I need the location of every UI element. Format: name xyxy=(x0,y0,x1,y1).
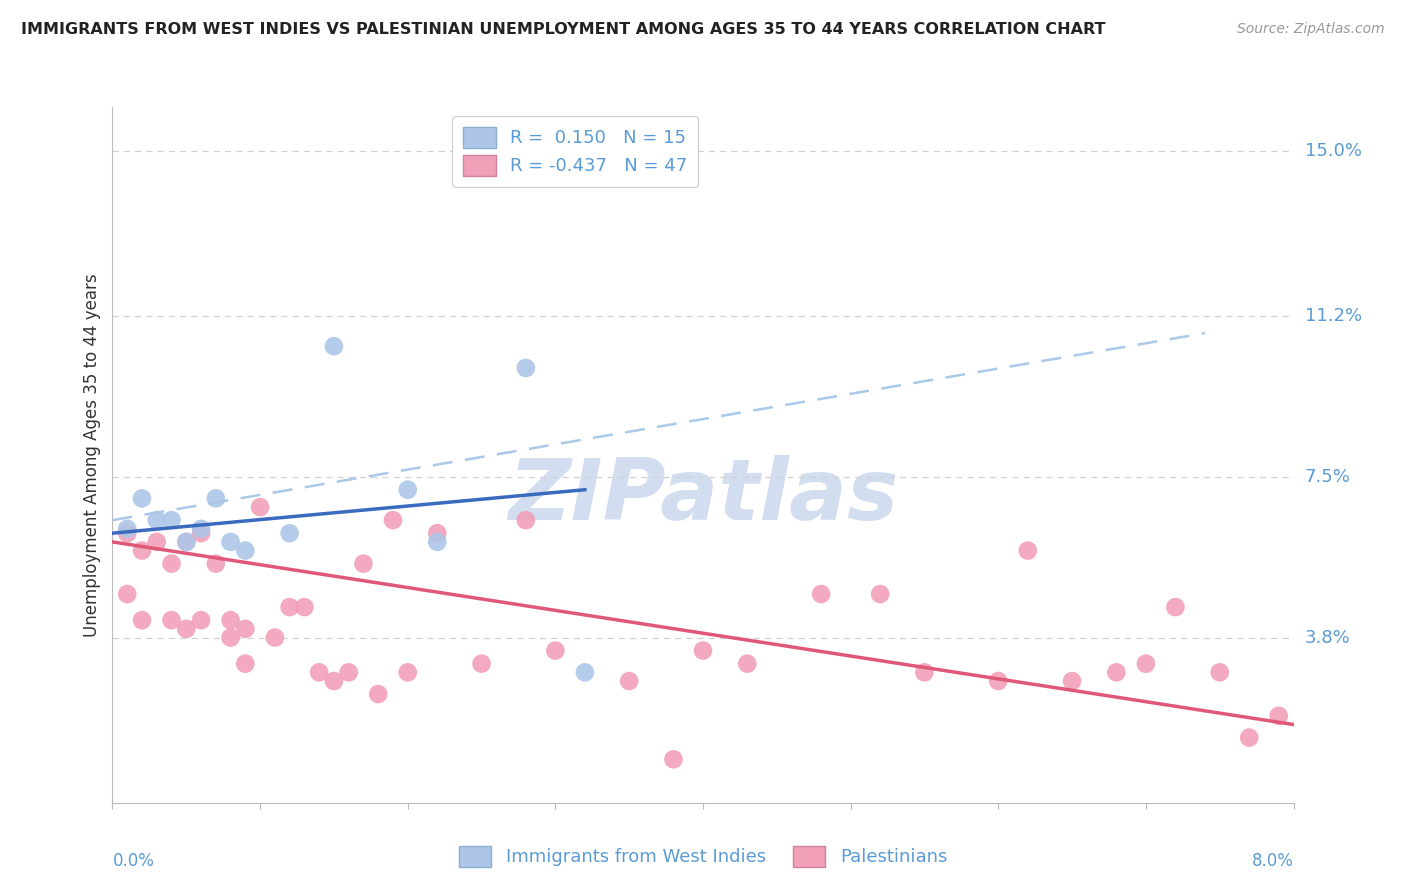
Point xyxy=(515,513,537,527)
Point xyxy=(987,674,1010,689)
Text: ZIPatlas: ZIPatlas xyxy=(508,455,898,538)
Point xyxy=(574,665,596,680)
Point xyxy=(219,535,242,549)
Point xyxy=(117,587,138,601)
Point xyxy=(544,643,567,657)
Point xyxy=(692,643,714,657)
Point xyxy=(160,513,183,527)
Point xyxy=(810,587,832,601)
Point xyxy=(146,513,169,527)
Text: 0.0%: 0.0% xyxy=(112,852,155,870)
Point xyxy=(174,535,197,549)
Point xyxy=(1062,674,1084,689)
Point xyxy=(249,500,271,514)
Point xyxy=(278,526,301,541)
Point xyxy=(117,526,138,541)
Point xyxy=(737,657,759,671)
Point xyxy=(205,557,228,571)
Point xyxy=(337,665,360,680)
Point xyxy=(233,622,256,636)
Point xyxy=(190,613,212,627)
Point xyxy=(869,587,891,601)
Point xyxy=(146,535,169,549)
Point xyxy=(382,513,405,527)
Point xyxy=(515,360,537,375)
Point xyxy=(662,752,685,766)
Point xyxy=(190,526,212,541)
Text: 7.5%: 7.5% xyxy=(1305,467,1351,485)
Point xyxy=(352,557,374,571)
Point xyxy=(396,665,419,680)
Point xyxy=(1105,665,1128,680)
Point xyxy=(323,339,346,353)
Point xyxy=(308,665,330,680)
Point xyxy=(131,491,153,506)
Point xyxy=(233,657,256,671)
Point xyxy=(174,535,197,549)
Point xyxy=(233,543,256,558)
Point xyxy=(1135,657,1157,671)
Point xyxy=(426,526,449,541)
Point xyxy=(292,600,315,615)
Point xyxy=(219,631,242,645)
Point xyxy=(131,543,153,558)
Point xyxy=(1268,708,1291,723)
Point xyxy=(1239,731,1261,745)
Text: 8.0%: 8.0% xyxy=(1251,852,1294,870)
Point xyxy=(160,613,183,627)
Point xyxy=(471,657,494,671)
Text: 3.8%: 3.8% xyxy=(1305,629,1350,647)
Legend: Immigrants from West Indies, Palestinians: Immigrants from West Indies, Palestinian… xyxy=(451,838,955,874)
Point xyxy=(219,613,242,627)
Point xyxy=(426,535,449,549)
Text: 11.2%: 11.2% xyxy=(1305,307,1362,325)
Point xyxy=(278,600,301,615)
Point xyxy=(396,483,419,497)
Point xyxy=(1164,600,1187,615)
Point xyxy=(117,522,138,536)
Point xyxy=(205,491,228,506)
Point xyxy=(190,522,212,536)
Text: Source: ZipAtlas.com: Source: ZipAtlas.com xyxy=(1237,22,1385,37)
Point xyxy=(131,613,153,627)
Point xyxy=(1017,543,1039,558)
Point xyxy=(914,665,936,680)
Point xyxy=(1208,665,1232,680)
Text: IMMIGRANTS FROM WEST INDIES VS PALESTINIAN UNEMPLOYMENT AMONG AGES 35 TO 44 YEAR: IMMIGRANTS FROM WEST INDIES VS PALESTINI… xyxy=(21,22,1105,37)
Point xyxy=(264,631,287,645)
Point xyxy=(160,557,183,571)
Text: 15.0%: 15.0% xyxy=(1305,142,1361,160)
Point xyxy=(619,674,641,689)
Point xyxy=(367,687,389,701)
Point xyxy=(323,674,346,689)
Point xyxy=(174,622,197,636)
Y-axis label: Unemployment Among Ages 35 to 44 years: Unemployment Among Ages 35 to 44 years xyxy=(83,273,101,637)
